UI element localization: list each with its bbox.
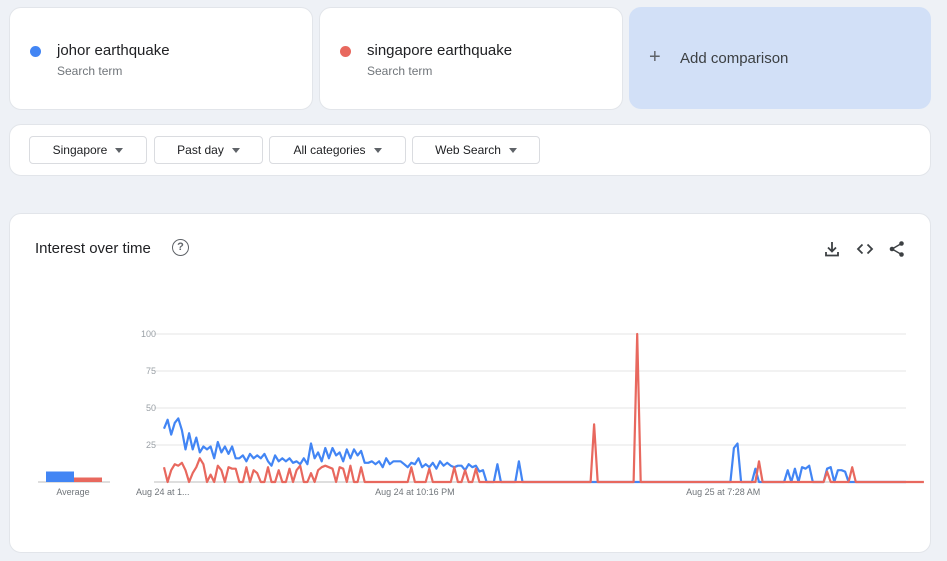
- y-tick-label: 50: [146, 403, 156, 413]
- x-tick-label: Aug 25 at 7:28 AM: [686, 487, 760, 497]
- average-bars: [38, 471, 110, 483]
- caret-down-icon: [115, 147, 124, 153]
- plus-icon: +: [649, 46, 661, 68]
- term-card-johor[interactable]: johor earthquake Search term: [9, 7, 313, 110]
- category-dropdown[interactable]: All categories: [269, 136, 406, 164]
- interest-over-time-card: Interest over time ? Average 25 50 75 100 A…: [9, 213, 931, 553]
- region-value: Singapore: [52, 143, 108, 157]
- share-icon[interactable]: [888, 240, 906, 258]
- term-card-singapore[interactable]: singapore earthquake Search term: [319, 7, 623, 110]
- caret-down-icon: [508, 147, 517, 153]
- category-value: All categories: [293, 143, 366, 157]
- time-range-value: Past day: [177, 143, 224, 157]
- average-bar: [46, 471, 74, 482]
- series-color-dot: [30, 46, 41, 57]
- term-type: Search term: [57, 64, 123, 78]
- filter-bar: Singapore Past day All categories Web Se…: [9, 124, 931, 176]
- search-type-value: Web Search: [435, 143, 501, 157]
- y-tick-label: 75: [146, 366, 156, 376]
- term-type: Search term: [367, 64, 433, 78]
- term-name[interactable]: johor earthquake: [57, 42, 170, 59]
- series-line: [162, 417, 906, 484]
- embed-code-icon[interactable]: [856, 240, 874, 258]
- term-name[interactable]: singapore earthquake: [367, 42, 513, 59]
- average-bar: [74, 477, 102, 482]
- help-icon[interactable]: ?: [172, 239, 189, 256]
- x-tick-label: Aug 24 at 10:16 PM: [375, 487, 455, 497]
- chart-title: Interest over time: [35, 240, 151, 257]
- add-comparison-label: Add comparison: [680, 50, 789, 67]
- caret-down-icon: [373, 147, 382, 153]
- search-type-dropdown[interactable]: Web Search: [412, 136, 540, 164]
- series-line: [162, 332, 924, 484]
- time-range-dropdown[interactable]: Past day: [154, 136, 263, 164]
- interest-chart: Average 25 50 75 100 Aug 24 at 1... Aug 24 a…: [38, 329, 924, 497]
- average-label: Average: [56, 487, 89, 497]
- download-icon[interactable]: [823, 240, 841, 258]
- y-tick-label: 25: [146, 440, 156, 450]
- add-comparison-button[interactable]: + Add comparison: [629, 7, 931, 109]
- x-tick-label: Aug 24 at 1...: [136, 487, 190, 497]
- series-color-dot: [340, 46, 351, 57]
- y-tick-label: 100: [141, 329, 156, 339]
- region-dropdown[interactable]: Singapore: [29, 136, 147, 164]
- caret-down-icon: [231, 147, 240, 153]
